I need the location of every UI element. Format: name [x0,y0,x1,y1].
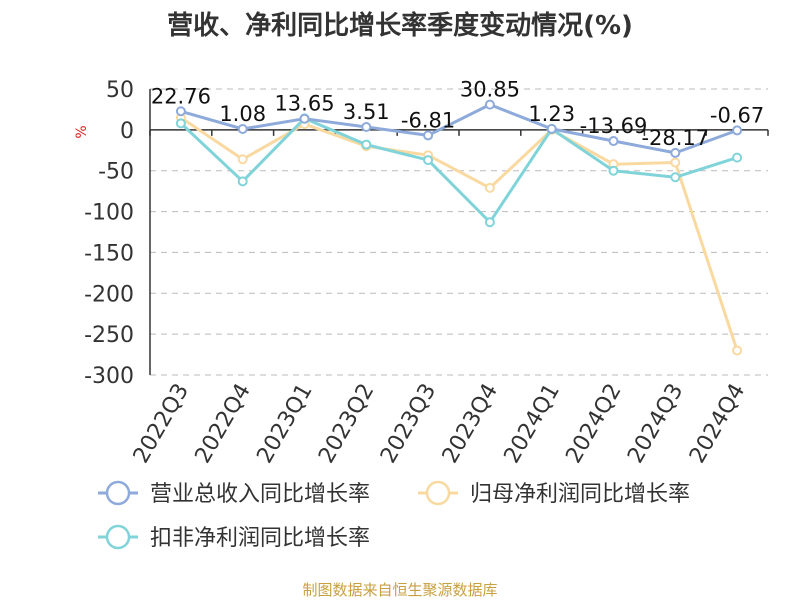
data-point [484,217,495,228]
data-label: 13.65 [274,92,334,116]
data-point [361,139,372,150]
x-tick-label: 2024Q1 [500,380,565,468]
data-label: 1.23 [528,102,575,126]
y-tick-label: -150 [84,241,134,266]
data-point [670,147,681,158]
series-line-2 [179,116,738,224]
x-tick-label: 2024Q2 [561,380,626,468]
data-point [361,121,372,132]
legend-marker [105,480,131,506]
legend-label: 营业总收入同比增长率 [150,482,370,507]
data-point [608,136,619,147]
legend-marker [425,480,451,506]
x-tick-label: 2024Q4 [685,380,750,468]
x-tick-label: 2023Q3 [376,379,441,467]
data-point [608,165,619,176]
y-tick-label: -300 [84,364,134,389]
data-label: 3.51 [343,100,390,124]
x-tick-label: 2023Q4 [438,380,503,468]
legend-label: 归母净利润同比增长率 [470,482,690,507]
y-axis-unit: % [74,125,90,138]
legend-item: 营业总收入同比增长率 [98,480,370,507]
x-tick-label: 2024Q3 [623,380,688,468]
data-point [484,182,495,193]
legend-item: 归母净利润同比增长率 [418,480,690,507]
x-tick-label: 2022Q3 [129,380,194,468]
data-point [670,172,681,183]
x-tick-label: 2023Q2 [314,380,379,468]
data-point [546,123,557,134]
legend-marker [105,524,131,550]
y-tick-label: -50 [98,160,134,185]
series-line-1 [180,116,739,351]
data-label: -13.69 [580,114,648,138]
data-label: -6.81 [401,108,455,132]
data-label: 30.85 [460,78,520,102]
series-layer [175,99,743,356]
data-point [732,125,743,136]
data-point [237,176,248,187]
y-tick-label: -100 [84,201,134,226]
data-label: -0.67 [710,103,764,127]
data-label: 22.76 [151,84,211,108]
y-tick-label: -200 [84,282,134,307]
data-point [299,113,310,124]
source-note: 制图数据来自恒生聚源数据库 [302,581,497,599]
data-point [732,152,743,163]
series-line-0 [180,103,738,155]
data-point [670,157,681,168]
data-label: 1.08 [219,102,266,126]
y-tick-label: 0 [120,119,134,144]
legend-item: 扣非净利润同比增长率 [98,524,370,551]
legend-label: 扣非净利润同比增长率 [150,526,370,551]
x-tick-label: 2022Q4 [191,380,256,468]
data-label: -28.17 [641,126,709,150]
chart-title: 营收、净利同比增长率季度变动情况(%) [167,10,633,41]
data-point [484,99,495,110]
data-point [237,123,248,134]
data-point [237,154,248,165]
y-tick-label: -250 [84,323,134,348]
data-point [732,345,743,356]
data-point [175,118,186,129]
data-point [423,155,434,166]
data-point [423,130,434,141]
x-tick-label: 2023Q1 [252,380,317,468]
y-tick-label: 50 [106,78,134,103]
data-point [175,106,186,117]
